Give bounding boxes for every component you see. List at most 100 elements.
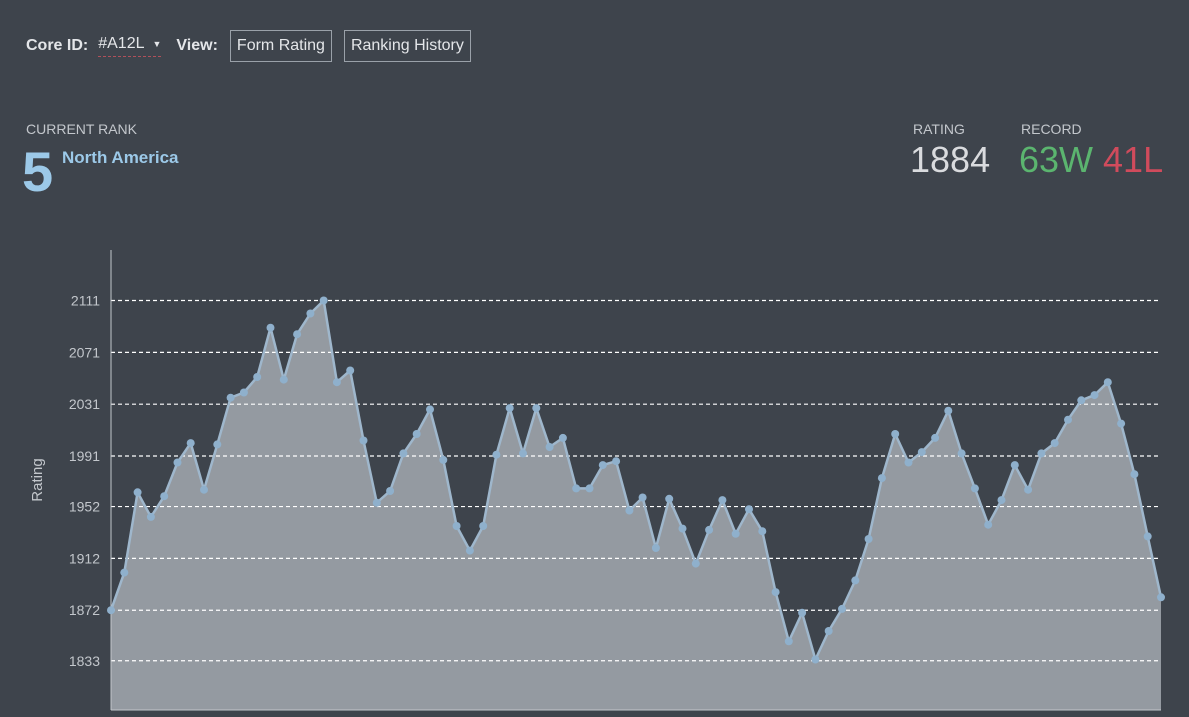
core-id-value: #A12L [98,35,145,52]
form-rating-button[interactable]: Form Rating [229,30,332,62]
y-tick-label: 1912 [69,550,100,566]
y-tick-label: 1833 [69,653,100,669]
data-point [1117,419,1126,428]
data-point [771,588,780,597]
data-point [957,449,966,458]
data-point [651,544,660,552]
data-point [239,388,248,397]
y-tick-label: 1991 [69,448,100,464]
data-point [1077,396,1086,405]
data-point [1143,532,1152,541]
data-point [944,406,953,415]
data-point [838,604,846,613]
data-point [465,546,474,555]
data-point [1037,449,1046,458]
data-point [891,430,900,438]
data-point [1130,470,1139,479]
data-point [984,520,993,529]
data-point [200,485,208,494]
data-point [505,404,514,413]
data-point [279,375,288,384]
data-point [293,330,302,339]
data-point [519,449,527,458]
y-tick-label: 2111 [71,293,100,309]
data-point [784,637,793,646]
data-point [545,443,554,451]
data-point [1103,378,1112,387]
data-point [638,493,647,502]
data-point [426,405,434,414]
caret-down-icon: ▼ [152,39,162,49]
data-point [319,296,328,305]
data-point [731,529,740,538]
data-point [877,474,886,483]
data-point [1064,415,1072,424]
data-point [691,559,700,568]
y-tick-label: 1872 [69,602,100,618]
record-value: 63W 41L [1019,139,1163,181]
data-point [253,373,262,381]
data-point [306,309,315,318]
data-point [399,449,408,458]
data-point [226,393,235,402]
y-tick-label: 2031 [69,396,100,412]
data-point [625,506,634,515]
y-tick-label: 1952 [69,499,100,515]
data-point [479,522,488,530]
data-point [266,323,275,332]
data-point [665,494,674,503]
data-point [904,458,913,467]
data-point [492,450,501,459]
data-point [851,576,860,585]
data-point [1090,391,1099,400]
data-point [970,484,979,493]
record-label: RECORD [1021,121,1082,137]
wins-count: 63W [1019,139,1094,180]
toolbar: Core ID: #A12L ▼ View: Form Rating Ranki… [26,30,471,62]
data-point [864,535,873,543]
y-tick-label: 2071 [69,344,100,360]
data-point [386,487,395,495]
data-point [332,378,341,387]
data-point [718,496,727,505]
data-point [598,461,607,470]
data-point [824,627,833,635]
data-point [917,448,926,457]
data-point [186,439,195,448]
data-point [811,655,820,664]
core-id-dropdown[interactable]: #A12L ▼ [98,35,162,57]
rating-label: RATING [913,121,965,137]
data-point [1050,439,1059,448]
data-point [133,488,142,497]
data-point [1157,593,1165,602]
data-point [612,457,621,466]
data-point [439,455,448,464]
ranking-history-button[interactable]: Ranking History [343,30,471,62]
data-point [705,525,714,534]
data-point [372,498,381,507]
data-point [572,484,581,493]
data-point [146,512,155,521]
data-point [1010,461,1019,470]
rating-value: 1884 [910,139,991,180]
view-label: View: [176,37,218,54]
data-point [678,524,687,533]
current-rank-value: 5 [22,140,54,203]
data-point [558,433,567,442]
data-point [1024,485,1033,494]
data-point [120,568,129,577]
data-point [107,606,115,615]
data-point [758,527,767,536]
losses-count: 41L [1103,139,1164,180]
data-point [532,404,541,413]
data-point [346,366,355,375]
current-rank-label: CURRENT RANK [26,121,137,137]
data-point [160,492,169,501]
rank-region: North America [62,148,179,167]
series-line [109,299,1163,661]
data-point [798,608,807,617]
data-point [412,430,421,438]
data-point [452,522,461,530]
data-point [585,484,594,493]
